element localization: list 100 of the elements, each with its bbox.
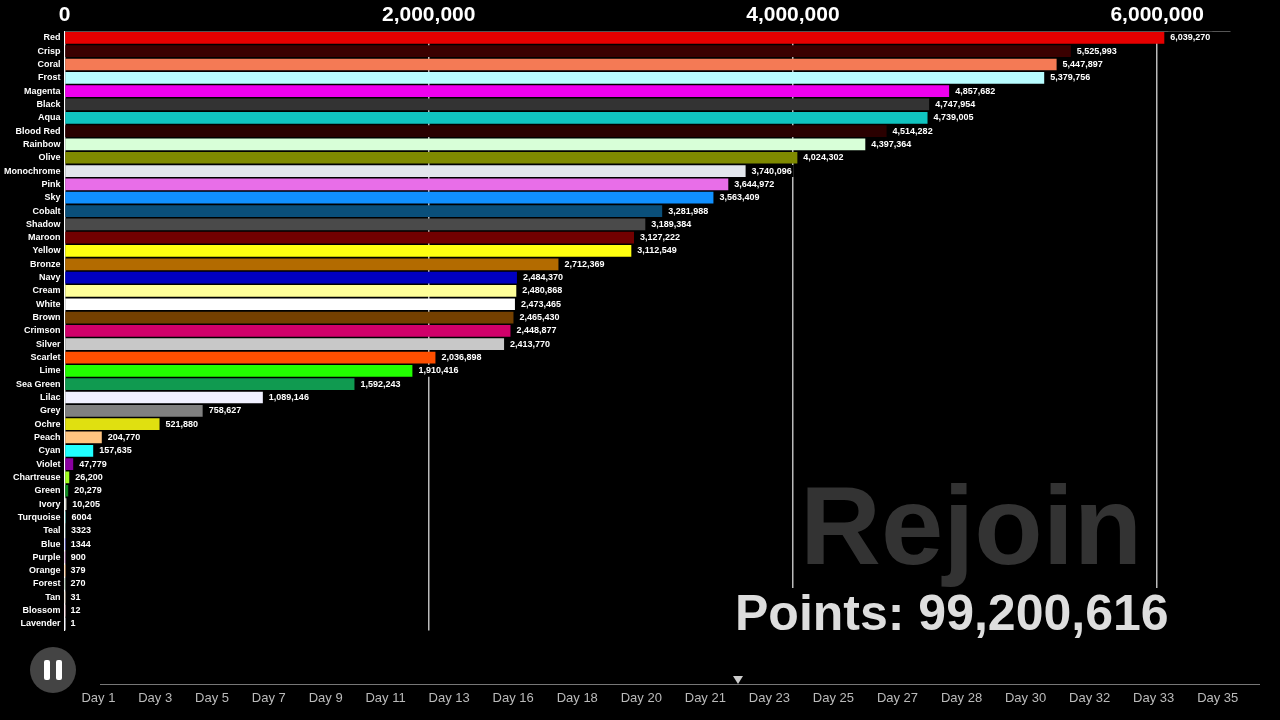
y-tick-label: Tan xyxy=(45,591,61,602)
bar xyxy=(65,191,714,204)
y-tick-label: Violet xyxy=(36,458,61,469)
y-tick-label: Magenta xyxy=(23,85,62,96)
data-label: 5,379,756 xyxy=(1050,72,1091,83)
y-tick-label: Green xyxy=(34,485,61,496)
data-label: 12 xyxy=(70,605,81,616)
bar xyxy=(65,85,950,97)
y-tick-label: Cyan xyxy=(38,445,61,456)
bar xyxy=(65,231,634,244)
x-tick-label: 2,000,000 xyxy=(382,2,476,26)
bar xyxy=(65,458,74,470)
bar xyxy=(65,58,1057,71)
data-label: 4,024,302 xyxy=(803,152,844,163)
y-tick-label: Frost xyxy=(38,72,61,83)
bar xyxy=(65,484,69,497)
y-tick-label: Aqua xyxy=(38,112,62,123)
data-label: 3,563,409 xyxy=(719,192,760,203)
data-label: 204,770 xyxy=(107,431,141,442)
bar xyxy=(65,271,517,284)
y-tick-label: Chartreuse xyxy=(12,471,61,482)
bar xyxy=(65,285,517,297)
y-tick-label: Cobalt xyxy=(32,205,61,216)
y-tick-label: Ivory xyxy=(38,498,61,509)
bar xyxy=(65,338,505,351)
text: Day 7 xyxy=(251,690,286,705)
bar xyxy=(65,45,1071,58)
data-label: 3,281,988 xyxy=(668,205,709,216)
bar xyxy=(65,418,160,430)
data-label: 270 xyxy=(70,578,86,589)
data-label: 2,484,370 xyxy=(522,272,563,283)
bar xyxy=(65,125,887,137)
data-label: 3,112,549 xyxy=(637,245,677,256)
bar xyxy=(65,471,70,484)
bar xyxy=(65,98,930,111)
data-label: 2,712,369 xyxy=(564,258,605,269)
y-tick-label: Ochre xyxy=(34,418,61,429)
data-label: 4,514,282 xyxy=(892,125,933,136)
bar xyxy=(65,378,355,391)
y-tick-label: Yellow xyxy=(32,245,62,256)
data-label: 379 xyxy=(70,565,86,576)
data-label: 6004 xyxy=(71,511,92,522)
bar xyxy=(65,431,102,444)
text: Day 11 xyxy=(365,690,406,705)
y-tick-label: Black xyxy=(36,98,62,109)
y-tick-label: Navy xyxy=(38,272,61,283)
y-tick-label: Cream xyxy=(32,285,61,296)
y-tick-label: Blue xyxy=(40,538,61,549)
data-label: 758,627 xyxy=(208,405,242,416)
data-label: 3,127,222 xyxy=(640,232,681,243)
y-tick-label: Silver xyxy=(35,338,61,349)
text: Day 16 xyxy=(492,690,534,705)
data-label: 5,525,993 xyxy=(1076,45,1117,56)
y-tick-label: Forest xyxy=(32,578,61,589)
data-label: 4,857,682 xyxy=(955,85,996,96)
y-tick-label: Purple xyxy=(32,551,61,562)
y-tick-label: Monochrome xyxy=(3,165,61,176)
y-tick-label: Sea Green xyxy=(15,378,61,389)
data-label: 1,910,416 xyxy=(418,365,459,376)
text: Day 20 xyxy=(620,690,662,705)
text: Day 3 xyxy=(138,690,173,705)
y-tick-label: White xyxy=(36,298,61,309)
bar xyxy=(65,444,94,457)
data-label: 2,465,430 xyxy=(519,312,560,323)
y-tick-label: Olive xyxy=(38,152,61,163)
y-tick-label: Brown xyxy=(32,312,61,323)
data-label: 20,279 xyxy=(74,485,102,496)
data-label: 31 xyxy=(70,591,81,602)
y-tick-label: Scarlet xyxy=(30,352,61,363)
y-tick-label: Sky xyxy=(44,192,61,203)
text: Day 18 xyxy=(556,690,598,705)
bar xyxy=(65,111,928,124)
data-label: 900 xyxy=(70,551,86,562)
text: Day 13 xyxy=(428,690,470,705)
bar xyxy=(65,32,1165,44)
data-label: 5,447,897 xyxy=(1062,58,1103,69)
data-label: 26,200 xyxy=(75,471,103,482)
data-label: 4,739,005 xyxy=(933,112,974,123)
text: Day 33 xyxy=(1133,690,1175,705)
y-tick-label: Peach xyxy=(33,431,61,442)
text: Day 30 xyxy=(1004,690,1047,705)
y-tick-label: Blood Red xyxy=(15,125,61,136)
data-label: 2,480,868 xyxy=(522,285,563,296)
text: Day 28 xyxy=(940,690,983,705)
y-tick-label: Shadow xyxy=(25,218,62,229)
x-tick-label: 4,000,000 xyxy=(746,2,840,26)
bar xyxy=(65,205,663,217)
y-tick-label: Crimson xyxy=(23,325,61,336)
bar xyxy=(65,351,436,364)
data-label: 10,205 xyxy=(72,498,100,509)
text: Day 21 xyxy=(684,690,726,705)
data-label: 3,189,384 xyxy=(651,218,692,229)
data-label: 1,592,243 xyxy=(360,378,401,389)
data-label: 2,473,465 xyxy=(520,298,561,309)
data-label: 2,036,898 xyxy=(441,352,482,363)
data-label: 3,740,096 xyxy=(751,165,792,176)
bar xyxy=(65,245,632,257)
y-tick-label: Grey xyxy=(39,405,61,416)
x-tick-label: 0 xyxy=(58,2,71,26)
text: Day 27 xyxy=(876,690,919,705)
